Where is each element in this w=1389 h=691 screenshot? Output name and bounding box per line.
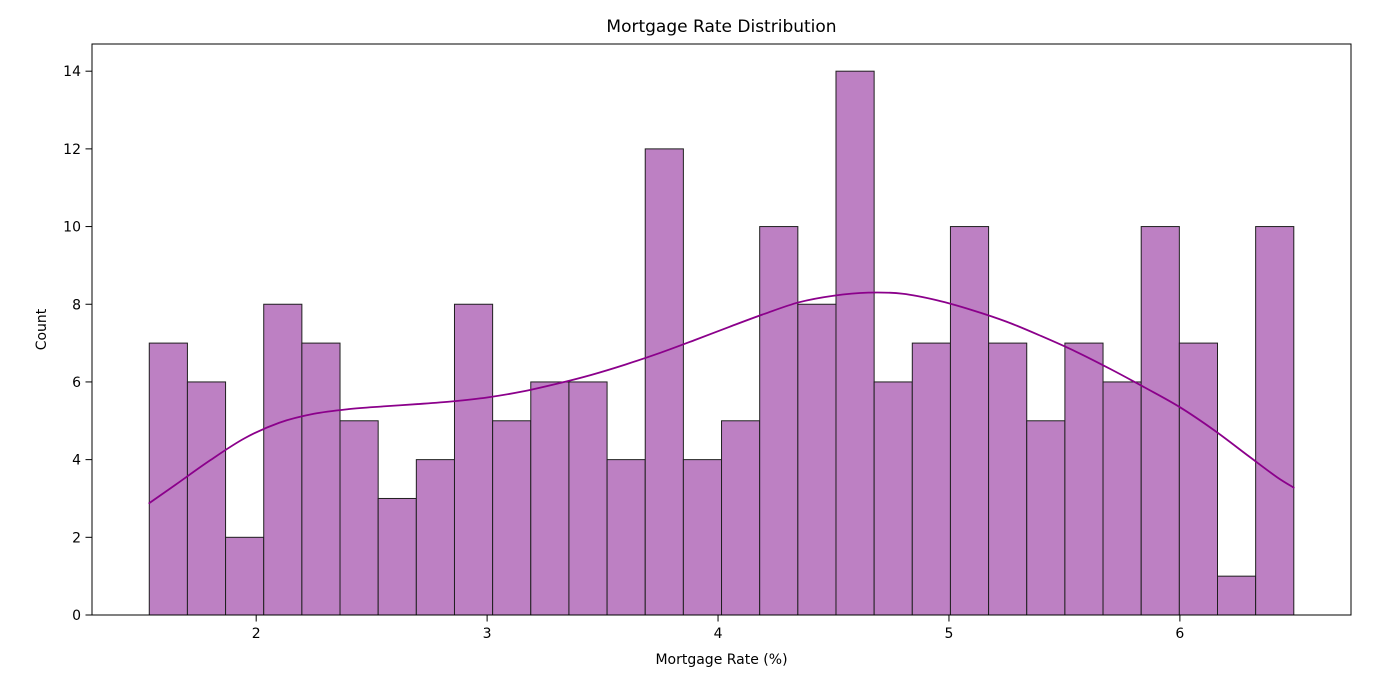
- histogram-bar: [377, 497, 417, 616]
- y-tick-label: 4: [72, 453, 81, 469]
- x-axis-label: Mortgage Rate (%): [655, 652, 787, 668]
- histogram-bar: [148, 342, 188, 616]
- histogram-bar: [797, 303, 837, 616]
- histogram-bar: [1217, 575, 1257, 616]
- histogram-bar: [568, 381, 608, 616]
- histogram-bar: [835, 70, 875, 616]
- x-tick-label: 4: [714, 626, 723, 642]
- histogram-bar: [759, 226, 799, 616]
- histogram-bar: [1255, 226, 1295, 616]
- histogram-bar: [530, 381, 570, 616]
- y-tick-label: 8: [72, 297, 81, 313]
- histogram-bar: [492, 420, 532, 616]
- histogram-bar: [1026, 420, 1066, 616]
- histogram-bar: [682, 459, 723, 616]
- histogram-bar: [988, 342, 1028, 616]
- ticks-layer: 2 3 4 5 6 0 2 4 6 8 10 12 14: [63, 64, 1184, 642]
- x-tick-label: 3: [483, 626, 492, 642]
- y-tick-label: 12: [63, 142, 81, 158]
- histogram-bar: [911, 342, 951, 616]
- x-tick-label: 2: [252, 626, 261, 642]
- y-tick-label: 10: [63, 220, 81, 236]
- y-axis-label: Count: [34, 308, 50, 350]
- y-tick-label: 0: [72, 608, 81, 624]
- chart-title: Mortgage Rate Distribution: [606, 17, 836, 37]
- y-tick-label: 2: [72, 530, 81, 546]
- histogram-bar: [1178, 342, 1218, 616]
- histogram-bar: [186, 381, 227, 616]
- histogram-bar: [225, 536, 265, 616]
- histogram-bar: [949, 226, 990, 616]
- histogram-bar: [339, 420, 379, 616]
- bars-layer: [148, 70, 1295, 616]
- histogram-bar: [453, 303, 494, 616]
- y-tick-label: 14: [63, 64, 81, 80]
- histogram-bar: [415, 459, 455, 616]
- histogram-bar: [1064, 342, 1104, 616]
- x-tick-label: 5: [944, 626, 953, 642]
- kde-curve: [148, 291, 1295, 505]
- histogram-bar: [873, 381, 913, 616]
- plot-border: [91, 43, 1352, 616]
- histogram-bar: [644, 148, 684, 616]
- histogram-bar: [606, 459, 646, 616]
- histogram-bar: [1102, 381, 1142, 616]
- histogram-bar: [721, 420, 761, 616]
- x-tick-label: 6: [1175, 626, 1184, 642]
- histogram-bar: [1140, 226, 1180, 616]
- y-tick-label: 6: [72, 375, 81, 391]
- histogram-bar: [263, 303, 303, 616]
- histogram-bar: [301, 342, 341, 616]
